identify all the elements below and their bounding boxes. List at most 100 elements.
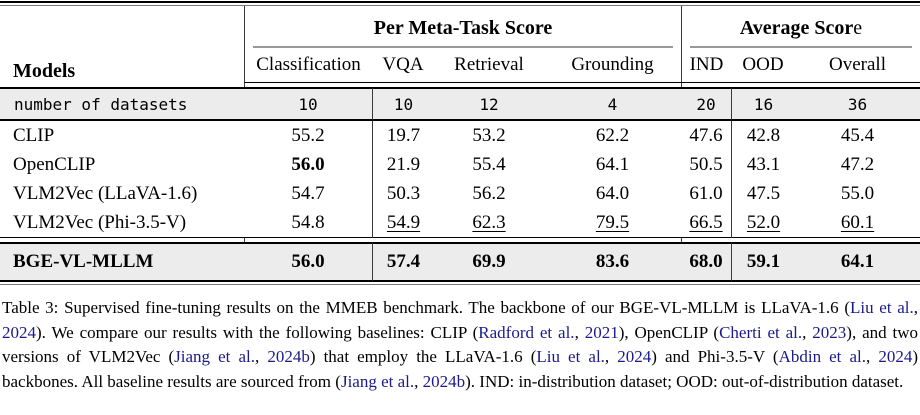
caption-text: , [255,347,268,367]
dataset-count-cell-value: 12 [479,94,499,114]
score-cell: 47.2 [795,150,920,179]
results-table: Models Per Meta-Task Score Average Score… [0,6,920,282]
citation-link[interactable]: 2024b [422,371,466,391]
citation-link[interactable]: Abdin et al. [778,347,866,367]
datasets-count-row: number of datasets 10 10 12 4 20 16 36 [0,87,920,121]
rule-gap-cell [244,83,372,87]
dataset-count-cell-value: 10 [298,94,318,114]
score-cell: 47.6 [681,121,731,150]
model-row: CLIP 55.2 19.7 53.2 62.2 47.6 42.8 45.4 [0,121,920,150]
score-cell: 60.1 [795,208,920,238]
highlight-score-cell: 69.9 [434,242,544,282]
score-cell: 47.5 [731,179,795,208]
caption-text: , [866,347,879,367]
citation-link[interactable]: 2021 [584,322,619,342]
model-row: OpenCLIP 56.0 21.9 55.4 64.1 50.5 43.1 47.2 [0,150,920,179]
score-cell-value: 62.3 [472,211,506,233]
score-cell: 55.0 [795,179,920,208]
score-cell: 42.8 [731,121,795,150]
table-top-rule [0,1,920,6]
top-rule-heavy [0,1,920,3]
score-cell-value: 64.0 [595,182,630,204]
score-cell: 54.8 [244,208,372,238]
caption-text: ). We compare our results with the follo… [36,322,479,342]
score-cell-value: 43.1 [746,153,781,175]
top-rule-light [0,5,920,6]
highlight-model-name: BGE-VL-MLLM [0,242,244,282]
highlight-model-row: BGE-VL-MLLM 56.0 57.4 69.9 83.6 68.0 59.1 64.1 [0,242,920,282]
highlight-score-cell: 68.0 [681,242,731,282]
score-cell-value: 66.5 [689,211,723,233]
rule-gap-cell [0,238,244,242]
score-cell-value: 55.0 [840,182,875,204]
column-header-grounding: Grounding [544,48,681,83]
score-cell-value: 50.3 [386,182,421,204]
caption-text: ), OpenCLIP ( [618,322,720,342]
table-caption: Table 3: Supervised fine-tuning results … [0,296,920,395]
citation-link[interactable]: 2024b [267,347,310,367]
citation-link[interactable]: Cherti et al. [719,322,803,342]
score-cell: 64.0 [544,179,681,208]
score-cell: 19.7 [372,121,434,150]
citation-link[interactable]: 2024 [878,347,913,367]
model-name: VLM2Vec (LLaVA-1.6) [0,179,244,208]
score-cell-value: 54.8 [291,211,325,233]
rule-gap-cell [731,83,795,87]
score-cell-value: 62.2 [595,124,630,146]
model-name: VLM2Vec (Phi-3.5-V) [0,208,244,238]
models-column-header: Models [13,60,76,82]
score-cell: 50.5 [681,150,731,179]
model-row: VLM2Vec (LLaVA-1.6) 54.7 50.3 56.2 64.0 61.0 4… [0,179,920,208]
score-cell-value: 47.5 [746,182,781,204]
rule-gap-cell [544,238,681,242]
citation-link[interactable]: Liu et al. [850,298,914,317]
score-cell-value: 56.2 [472,182,506,204]
score-cell: 53.2 [434,121,544,150]
model-name: CLIP [0,121,244,150]
caption-text: ) and Phi-3.5-V ( [651,347,779,367]
group-header-row: Models Per Meta-Task Score Average Score [0,6,920,82]
score-cell-value: 45.4 [840,124,875,146]
rule-gap-cell [434,238,544,242]
rule-gap-cell [244,238,372,242]
score-cell-value: 54.7 [291,182,325,204]
citation-link[interactable]: Liu et al. [536,347,605,367]
highlight-score-cell-value: 56.0 [291,251,325,272]
caption-text: , [802,322,813,342]
score-cell-value: 79.5 [595,211,630,233]
score-cell-value: 55.2 [291,124,325,146]
caption-text: , [414,371,423,391]
citation-link[interactable]: 2023 [812,322,847,342]
score-cell-value: 56.0 [291,153,325,175]
rule-gap-cell [795,83,920,87]
caption-text: , [574,322,585,342]
column-header-overall: Overall [795,48,920,83]
column-header-ind: IND [681,48,731,83]
citation-link[interactable]: Jiang et al. [174,347,255,367]
rule-gap-cell [681,83,731,87]
score-cell: 66.5 [681,208,731,238]
rule-gap-cell [372,238,434,242]
dataset-count-cell: 36 [795,87,920,121]
datasets-row-label: number of datasets [0,87,244,121]
citation-link[interactable]: 2024 [617,347,652,367]
score-cell-value: 60.1 [840,211,875,233]
rule-gap-cell [731,238,795,242]
rule-gap-row [0,238,920,242]
paper-table-figure: Models Per Meta-Task Score Average Score… [0,1,920,395]
score-cell: 56.2 [434,179,544,208]
highlight-score-cell-value: 83.6 [595,251,630,272]
dataset-count-cell: 10 [244,87,372,121]
citation-link[interactable]: Radford et al. [478,322,575,342]
average-score-group-header: Average Score [681,6,920,48]
table-bottom-rule [0,284,920,285]
rule-gap-row [0,83,920,87]
dataset-count-cell-value: 16 [753,94,774,114]
citation-link[interactable]: Jiang et al. [340,371,415,391]
dataset-count-cell: 16 [731,87,795,121]
score-cell-value: 53.2 [472,124,506,146]
score-cell: 50.3 [372,179,434,208]
citation-link[interactable]: 2024 [2,322,36,342]
column-header-retrieval: Retrieval [434,48,544,83]
highlight-score-cell: 57.4 [372,242,434,282]
